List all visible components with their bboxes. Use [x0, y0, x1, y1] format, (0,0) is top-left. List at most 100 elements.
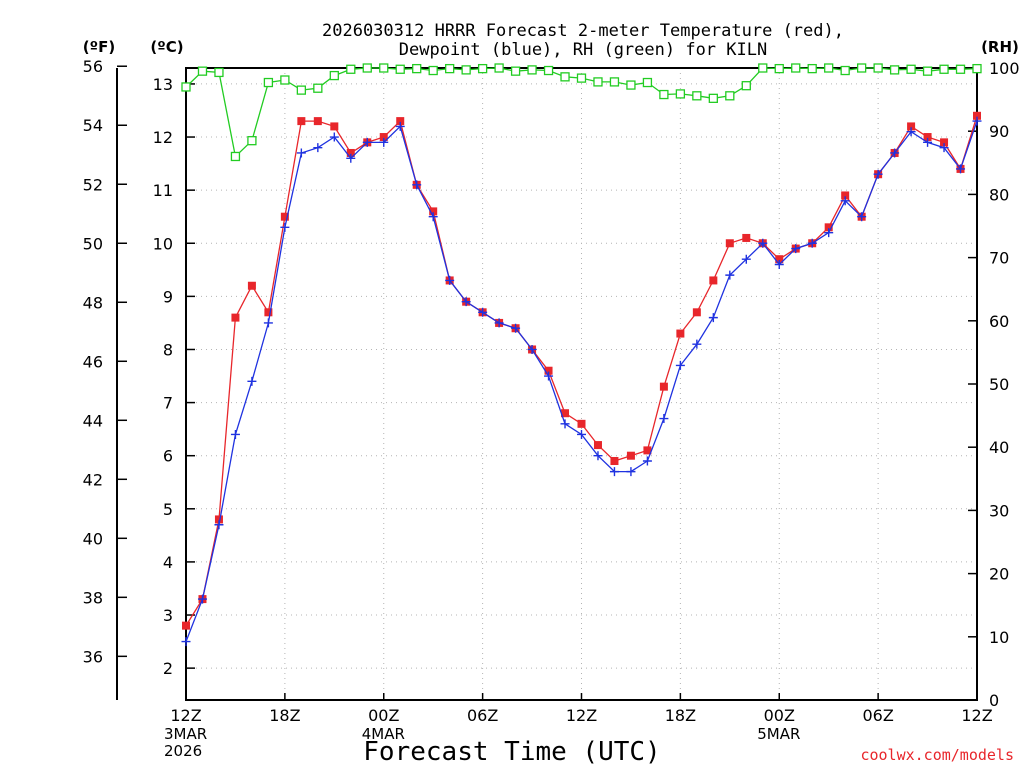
x-tick-label: 18Z — [665, 706, 696, 725]
rh-tick-label: 40 — [989, 438, 1009, 457]
dewpoint-point — [873, 169, 883, 179]
dewpoint-point — [544, 371, 554, 381]
temperature-point — [940, 138, 949, 147]
rh-point — [692, 91, 702, 101]
temperature-point — [264, 308, 273, 317]
celsius-tick-label: 13 — [153, 75, 173, 94]
date-label: 4MAR — [362, 725, 405, 743]
rh-tick-label: 50 — [989, 375, 1009, 394]
dewpoint-point — [346, 153, 356, 163]
dewpoint-point — [675, 360, 685, 370]
rh-point — [708, 93, 718, 103]
dewpoint-point — [758, 238, 768, 248]
dewpoint-point — [412, 180, 422, 190]
temperature-point — [544, 366, 553, 375]
rh-point — [560, 72, 570, 82]
rh-point — [477, 63, 488, 74]
rh-point — [939, 64, 949, 74]
rh-unit-label: (RH) — [981, 38, 1019, 56]
dewpoint-point — [577, 429, 586, 439]
temperature-point — [379, 133, 388, 142]
rh-point — [412, 63, 422, 74]
rh-point — [510, 66, 521, 76]
fahrenheit-tick-label: 48 — [83, 293, 103, 312]
rh-point — [379, 63, 389, 73]
fahrenheit-axis: 36 38 40 42 44 46 48 50 52 54 56 — [83, 57, 127, 666]
dewpoint-point — [824, 228, 834, 238]
temperature-point — [247, 281, 256, 290]
dewpoint-point — [494, 318, 504, 328]
rh-point — [346, 64, 356, 74]
temperature-point — [907, 122, 916, 131]
temperature-point — [231, 313, 240, 322]
rh-point — [972, 63, 982, 74]
dewpoint-point — [197, 594, 207, 604]
temperature-point — [396, 117, 405, 126]
rh-point — [873, 63, 883, 73]
rh-point — [527, 65, 537, 75]
dewpoint-point — [593, 451, 603, 461]
dewpoint-point — [774, 260, 784, 270]
dewpoint-point — [379, 137, 389, 147]
fahrenheit-tick-label: 52 — [83, 175, 103, 194]
x-tick-label: 18Z — [269, 706, 300, 725]
rh-tick-label: 70 — [989, 249, 1009, 268]
celsius-unit-label: (ºC) — [150, 38, 183, 56]
celsius-tick-label: 3 — [163, 606, 173, 625]
dewpoint-point — [692, 339, 702, 349]
celsius-tick-label: 12 — [153, 128, 173, 147]
temperature-point — [725, 239, 734, 248]
rh-point — [362, 63, 372, 73]
dewpoint-point — [362, 137, 372, 147]
x-axis-title: Forecast Time (UTC) — [363, 737, 660, 767]
dewpoint-point — [263, 318, 273, 328]
dewpoint-point — [230, 429, 240, 439]
temperature-point — [824, 223, 833, 232]
rh-tick-label: 100 — [989, 59, 1020, 78]
temperature-point — [593, 441, 602, 450]
x-tick-label: 00Z — [764, 706, 795, 725]
fahrenheit-tick-label: 38 — [83, 588, 103, 607]
rh-tick-label: 10 — [989, 628, 1009, 647]
dewpoint-point — [906, 127, 916, 137]
rh-point — [791, 63, 801, 73]
x-tick-label: 12Z — [961, 706, 992, 725]
temperature-point — [643, 446, 652, 455]
date-label: 5MAR — [757, 725, 800, 743]
rh-point — [214, 67, 224, 78]
dewpoint-point — [511, 323, 521, 333]
dewpoint-point — [214, 520, 224, 530]
dewpoint-point — [725, 270, 735, 280]
dewpoint-point — [972, 116, 982, 126]
fahrenheit-tick-label: 40 — [83, 529, 103, 548]
rh-point — [922, 66, 933, 76]
x-tick-label: 06Z — [467, 706, 498, 725]
rh-axis: 0 10 20 30 40 50 60 70 80 90 100 — [968, 59, 1020, 710]
temperature-point — [429, 207, 438, 216]
celsius-tick-label: 9 — [163, 287, 173, 306]
fahrenheit-tick-label: 56 — [83, 57, 103, 76]
dewpoint-point — [329, 132, 339, 142]
rh-point — [576, 73, 587, 83]
dewpoint-point — [527, 344, 537, 354]
fahrenheit-tick-label: 42 — [83, 470, 103, 489]
rh-point — [313, 83, 323, 93]
rh-point — [197, 66, 208, 76]
fahrenheit-tick-label: 46 — [83, 352, 103, 371]
rh-point — [593, 77, 603, 87]
celsius-tick-label: 10 — [153, 234, 173, 253]
celsius-tick-label: 2 — [163, 659, 173, 678]
rh-tick-label: 20 — [989, 565, 1009, 584]
grid-lines — [186, 68, 977, 700]
dewpoint-point — [560, 419, 570, 429]
rh-point — [824, 63, 834, 73]
dewpoint-point — [642, 456, 652, 466]
fahrenheit-tick-label: 54 — [83, 116, 103, 135]
dewpoint-point — [395, 121, 405, 131]
dewpoint-point — [840, 196, 850, 206]
temperature-point — [297, 117, 306, 126]
temperature-point — [841, 191, 850, 200]
rh-tick-label: 0 — [989, 691, 999, 710]
temperature-point — [330, 122, 339, 131]
